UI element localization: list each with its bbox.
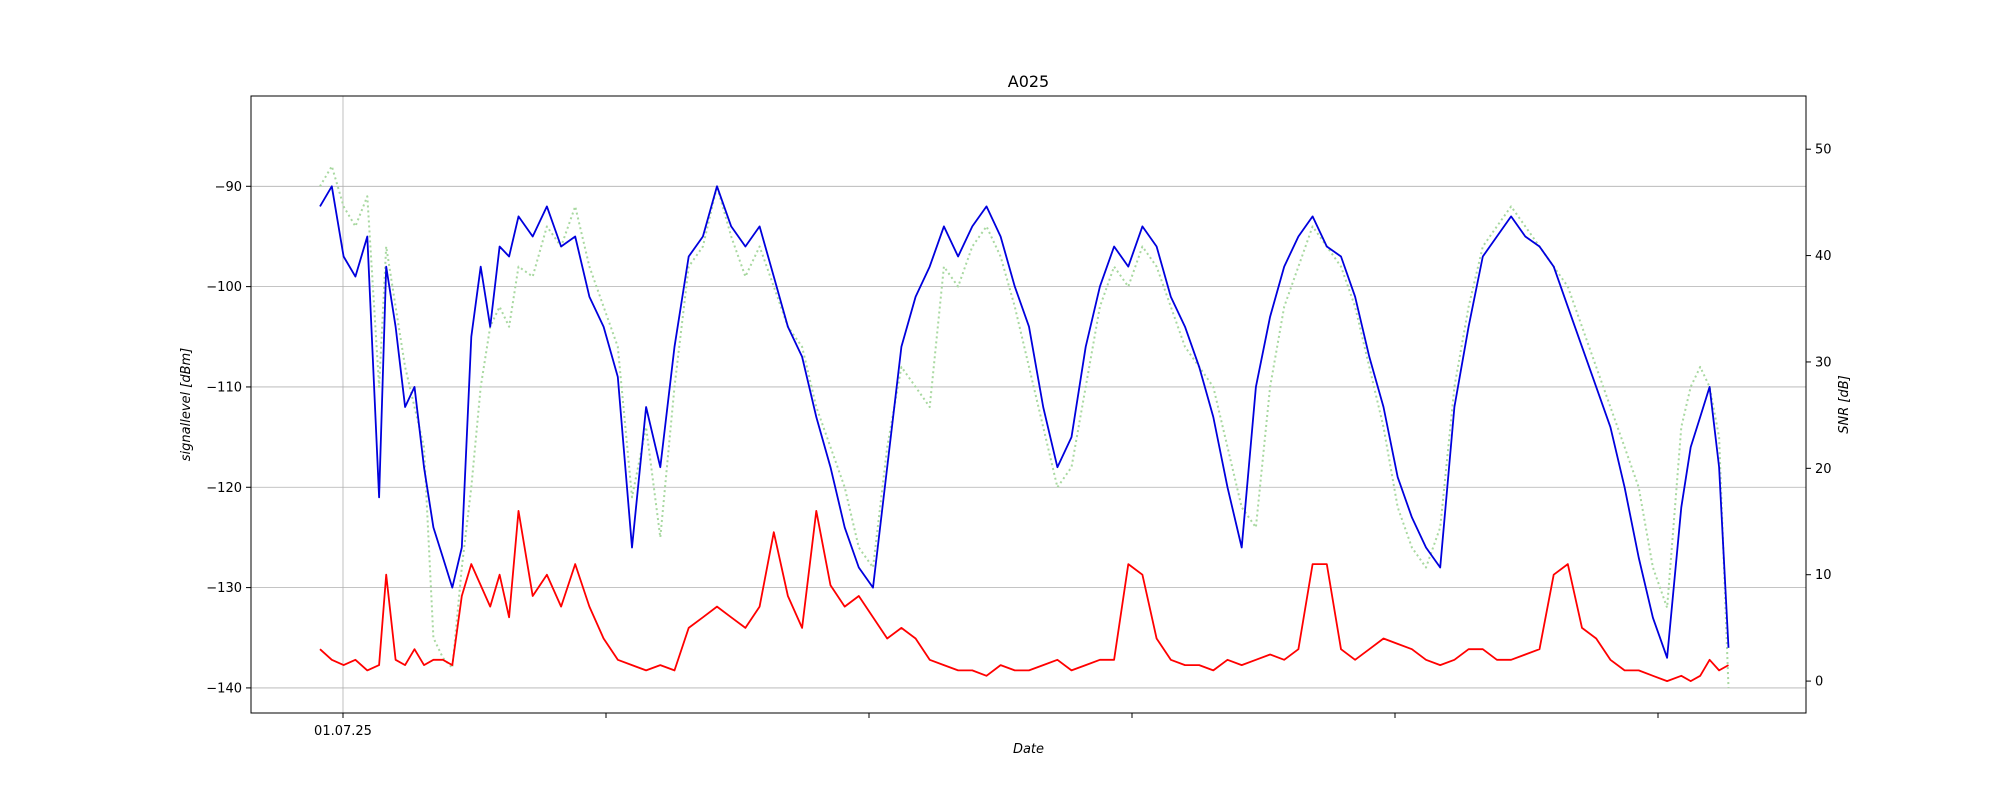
- right-y-tick-label: 30: [1815, 355, 1832, 370]
- left-y-axis-label: signallevel [dBm]: [179, 348, 194, 461]
- x-tick-label: 01.07.25: [314, 724, 372, 739]
- x-axis: 01.07.25: [314, 713, 1659, 739]
- right-y-tick-label: 10: [1815, 568, 1832, 583]
- right-y-tick-label: 20: [1815, 462, 1832, 477]
- dotted-series-line: [319, 165, 1730, 688]
- right-y-tick-label: 50: [1815, 143, 1832, 158]
- x-axis-label: Date: [1013, 742, 1044, 757]
- left-y-tick-label: −130: [206, 581, 242, 596]
- axes-frame: [250, 95, 1807, 714]
- left-y-tick-label: −100: [206, 280, 242, 295]
- right-y-tick-label: 0: [1815, 675, 1823, 690]
- chart-title: A025: [1008, 72, 1049, 91]
- right-y-axis-label: SNR [dB]: [1837, 375, 1852, 433]
- left-y-tick-label: −120: [206, 481, 242, 496]
- grid: [251, 96, 1806, 713]
- snr-series-line: [319, 509, 1729, 682]
- plot-area: [319, 165, 1730, 688]
- left-y-axis: −140 −130 −120 −110 −100 −90: [206, 180, 251, 696]
- left-y-tick-label: −90: [215, 180, 242, 195]
- signal-level-series-line: [319, 185, 1730, 659]
- left-y-tick-label: −140: [206, 681, 242, 696]
- right-y-axis: 0 10 20 30 40 50: [1806, 143, 1832, 690]
- left-y-tick-label: −110: [206, 380, 242, 395]
- right-y-tick-label: 40: [1815, 249, 1832, 264]
